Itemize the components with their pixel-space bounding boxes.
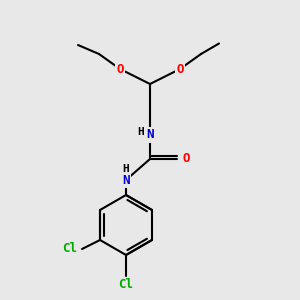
- Text: Cl: Cl: [62, 242, 77, 256]
- Text: N: N: [146, 128, 154, 142]
- Text: O: O: [176, 62, 184, 76]
- Text: N: N: [122, 173, 130, 187]
- Text: H: H: [123, 164, 129, 175]
- Text: Cl: Cl: [118, 278, 134, 292]
- Text: O: O: [182, 152, 190, 166]
- Text: O: O: [116, 62, 124, 76]
- Text: H: H: [138, 127, 144, 137]
